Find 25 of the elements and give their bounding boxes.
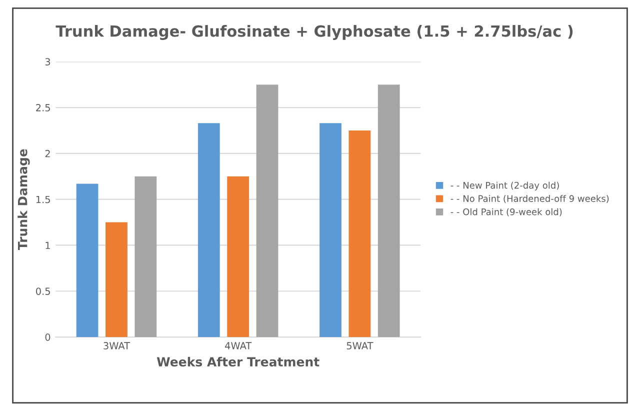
x-tick-label: 4WAT bbox=[225, 342, 252, 350]
y-axis-title: Trunk Damage bbox=[18, 149, 30, 250]
bar bbox=[256, 84, 278, 338]
x-tick-label: 3WAT bbox=[104, 342, 130, 350]
y-tick-label: 0.5 bbox=[36, 288, 50, 295]
y-tick-label: 1 bbox=[46, 242, 50, 249]
bar bbox=[320, 123, 342, 338]
bar bbox=[76, 184, 98, 338]
bar bbox=[348, 130, 371, 338]
y-tick-label: 3 bbox=[45, 58, 50, 66]
bar bbox=[134, 176, 157, 338]
bar bbox=[198, 123, 220, 338]
y-tick-label: 2.5 bbox=[36, 104, 50, 112]
y-tick-label: 0 bbox=[45, 334, 50, 341]
legend-label: - - New Paint (2-day old) bbox=[450, 182, 559, 190]
bar bbox=[378, 84, 400, 338]
y-tick-label: 2 bbox=[45, 150, 50, 158]
bar bbox=[106, 222, 128, 338]
legend-label: - - No Paint (Hardened-off 9 weeks) bbox=[450, 194, 609, 204]
x-axis-title: Weeks After Treatment bbox=[156, 356, 320, 367]
y-tick-label: 1.5 bbox=[36, 196, 50, 204]
chart-title: Trunk Damage- Glufosinate + Glyphosate (1.5 + 2.75lbs/ac ) bbox=[56, 25, 573, 40]
bar bbox=[227, 176, 250, 338]
legend-label: - - Old Paint (9-week old) bbox=[450, 208, 562, 216]
x-tick-label: 5WAT bbox=[346, 342, 374, 350]
